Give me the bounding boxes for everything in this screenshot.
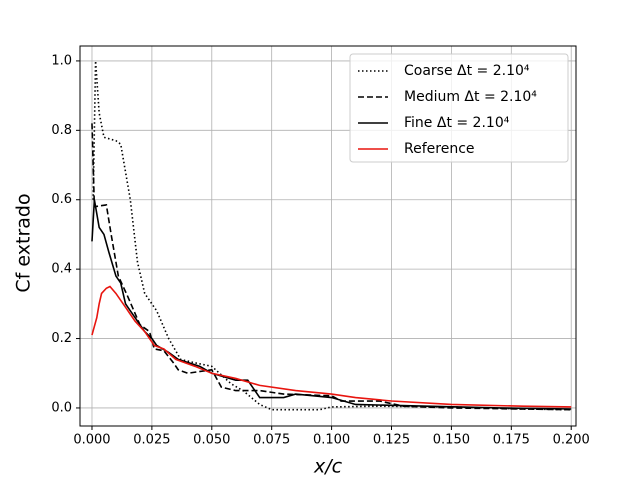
x-tick-label: 0.050 [193, 433, 230, 448]
legend-box [349, 53, 569, 163]
y-tick-label: 0.0 [51, 400, 72, 415]
plot [91, 60, 572, 411]
y-tick-label: 0.8 [51, 123, 72, 138]
x-tick-label: 0.025 [133, 433, 170, 448]
series-line [91, 199, 572, 410]
series-line [91, 285, 572, 408]
legend-label: Reference [404, 141, 475, 157]
y-tick-label: 0.2 [51, 331, 72, 346]
x-tick-label: 0.200 [553, 433, 590, 448]
y-tick-label: 0.4 [51, 262, 72, 277]
y-axis-label: Cf extrado [13, 193, 35, 292]
legend-label: Coarse Δt = 2.10⁴ [404, 63, 530, 79]
y-tick-label: 0.6 [51, 192, 72, 207]
x-tick-label: 0.150 [433, 433, 470, 448]
legend-label: Medium Δt = 2.10⁴ [404, 89, 537, 105]
x-tick-label: 0.175 [493, 433, 530, 448]
y-tick-label: 1.0 [51, 53, 72, 68]
series-line [91, 123, 572, 411]
x-tick-label: 0.075 [253, 433, 290, 448]
series-line [92, 60, 572, 411]
x-tick-label: 0.000 [73, 433, 110, 448]
legend-label: Fine Δt = 2.10⁴ [404, 115, 510, 131]
x-tick-label: 0.100 [313, 433, 350, 448]
x-tick-label: 0.125 [373, 433, 410, 448]
plot-frame [79, 45, 577, 427]
x-axis-label: x/c [313, 456, 343, 478]
